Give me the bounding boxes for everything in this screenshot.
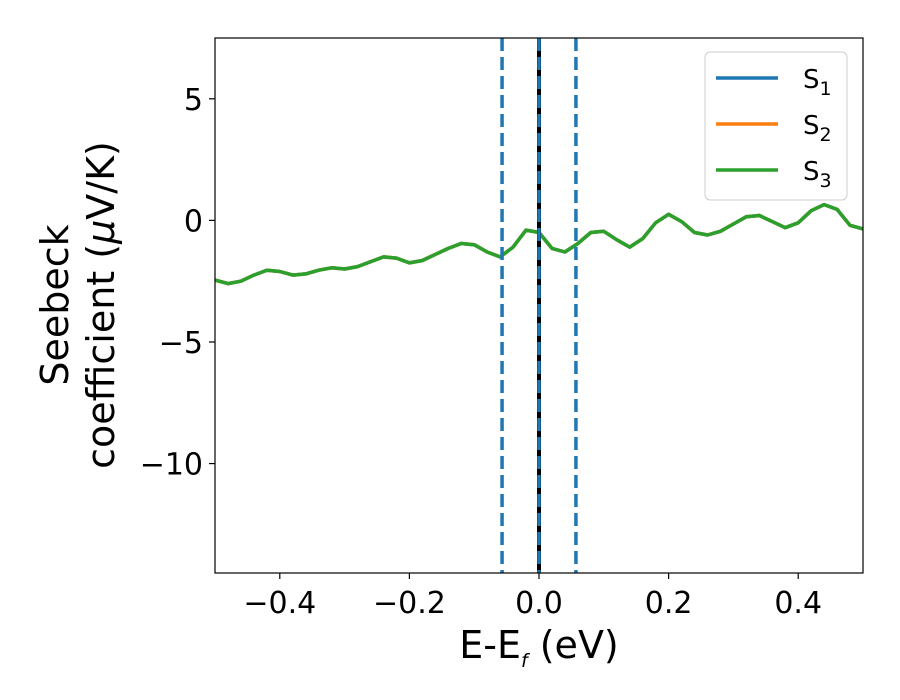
legend-label-3: S3 [803,157,832,192]
x-axis-title: E-Ef (eV) [459,623,619,672]
y-axis-title-line2: coefficient (μV/K) [79,141,123,469]
x-tick-label: −0.2 [373,586,446,621]
legend-label-1: S1 [803,65,832,100]
x-tick-label: 0.2 [645,586,693,621]
y-tick-label: 5 [184,83,203,118]
vline-layer [500,38,578,573]
x-tick-label: 0.0 [515,586,563,621]
y-axis-ticks: 5 0 −5 −10 [140,83,215,483]
legend: S1 S2 S3 [704,51,848,201]
y-tick-label: −5 [159,326,203,361]
legend-box [704,51,848,201]
x-axis-ticks: −0.4 −0.2 0.0 0.2 0.4 [243,573,822,621]
x-tick-label: 0.4 [774,586,822,621]
y-axis-title-line1: Seebeck [33,224,77,385]
x-tick-label: −0.4 [243,586,316,621]
y-axis-title: Seebeck coefficient (μV/K) [33,141,123,469]
y-tick-label: 0 [184,204,203,239]
legend-label-2: S2 [803,111,832,146]
y-tick-label: −10 [140,448,203,483]
